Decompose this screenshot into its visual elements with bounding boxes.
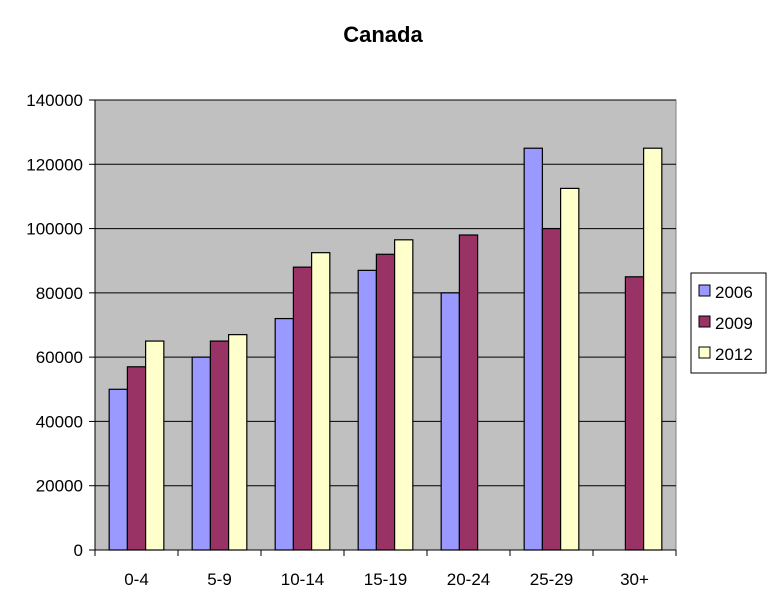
x-tick-label: 15-19 (364, 570, 407, 589)
bar-2012-25-29 (560, 187, 580, 551)
bar-2009-15-19 (375, 253, 396, 551)
bar-2009-0-4 (126, 366, 147, 551)
bar-2009-30+ (624, 276, 645, 551)
bar-2009-10-14 (292, 266, 313, 551)
bar-2012-30+ (643, 147, 663, 551)
bar-2006-15-19 (357, 269, 377, 551)
y-tick-label: 60000 (36, 348, 83, 367)
x-tick-label: 10-14 (281, 570, 324, 589)
bar-2012-0-4 (145, 340, 165, 551)
bar-2009-5-9 (209, 340, 230, 551)
chart-title: Canada (343, 22, 423, 47)
legend-label-2009: 2009 (715, 314, 753, 333)
bar-2006-25-29 (523, 147, 543, 551)
x-tick-label: 25-29 (530, 570, 573, 589)
y-tick-label: 80000 (36, 284, 83, 303)
legend-label-2006: 2006 (715, 283, 753, 302)
legend: 2006 2009 2012 (690, 272, 767, 374)
legend-swatch-2012 (698, 346, 711, 359)
x-tick-label: 5-9 (207, 570, 232, 589)
legend-label-2012: 2012 (715, 345, 753, 364)
bar-2009-25-29 (541, 227, 562, 551)
bar-2006-0-4 (108, 388, 128, 551)
y-tick-label: 120000 (26, 155, 83, 174)
y-tick-label: 0 (74, 541, 83, 560)
y-tick-label: 40000 (36, 412, 83, 431)
bar-2012-10-14 (311, 252, 331, 551)
bar-2006-5-9 (191, 356, 211, 551)
plot-area: 0 20000 40000 60000 80000 100000 120000 140000 0… (26, 91, 677, 589)
legend-swatch-2006 (698, 284, 711, 297)
y-tick-label: 20000 (36, 477, 83, 496)
x-tick-label: 0-4 (124, 570, 149, 589)
x-tick-label: 30+ (620, 570, 649, 589)
bar-2012-5-9 (228, 334, 248, 551)
x-tick-label: 20-24 (447, 570, 490, 589)
bar-2009-20-24 (458, 234, 479, 551)
bar-2006-10-14 (274, 317, 294, 551)
bar-2012-15-19 (394, 239, 414, 551)
y-tick-label: 100000 (26, 220, 83, 239)
legend-swatch-2009 (698, 315, 711, 328)
y-tick-label: 140000 (26, 91, 83, 110)
bar-2006-20-24 (440, 292, 460, 551)
